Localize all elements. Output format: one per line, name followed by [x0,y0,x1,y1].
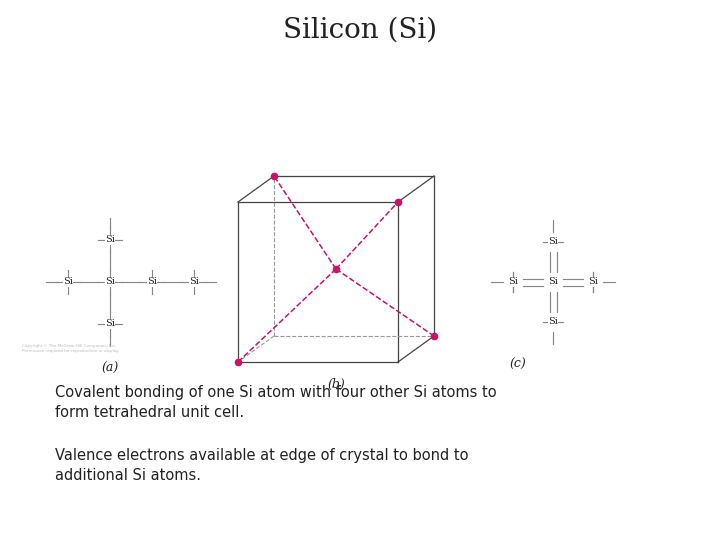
Text: Si: Si [189,278,199,287]
Text: Si: Si [105,278,115,287]
Text: (b): (b) [327,378,345,391]
Text: Si: Si [548,238,558,246]
Text: (c): (c) [510,358,526,371]
Text: Si: Si [508,278,518,287]
Text: Valence electrons available at edge of crystal to bond to
additional Si atoms.: Valence electrons available at edge of c… [55,448,469,483]
Text: Si: Si [105,320,115,328]
Text: (a): (a) [102,362,119,375]
Text: Covalent bonding of one Si atom with four other Si atoms to
form tetrahedral uni: Covalent bonding of one Si atom with fou… [55,385,497,421]
Text: Si: Si [147,278,157,287]
Text: Si: Si [548,278,558,287]
Text: Si: Si [588,278,598,287]
Text: Si: Si [63,278,73,287]
Text: Copyright © The McGraw-Hill Companies, Inc.
Permission required for reproduction: Copyright © The McGraw-Hill Companies, I… [22,344,120,353]
Text: Silicon (Si): Silicon (Si) [283,17,437,44]
Text: Si: Si [548,318,558,327]
Text: Si: Si [105,235,115,245]
